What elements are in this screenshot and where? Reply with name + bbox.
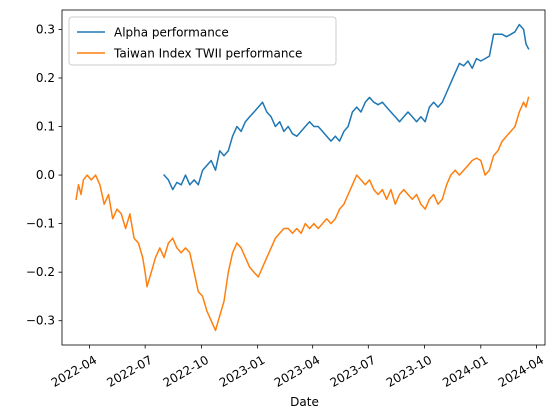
x-tick-label: 2024-01	[440, 353, 490, 390]
x-tick-label: 2023-10	[384, 353, 434, 390]
y-tick-label: −0.1	[26, 217, 55, 231]
y-tick-label: 0.3	[36, 22, 55, 36]
x-tick-label: 2022-07	[104, 353, 154, 390]
legend-entry-label: Taiwan Index TWII performance	[113, 47, 302, 61]
plot-frame	[61, 9, 546, 346]
x-tick-label: 2023-04	[272, 353, 322, 390]
x-tick-label: 2022-10	[161, 353, 211, 390]
y-tick-label: −0.2	[26, 265, 55, 279]
x-tick-label: 2023-07	[328, 353, 378, 390]
legend-box	[68, 16, 337, 66]
series-line-alpha	[163, 23, 530, 191]
y-tick-label: 0.2	[36, 71, 55, 85]
series-line-twii	[75, 96, 530, 332]
y-tick-label: 0.0	[36, 168, 55, 182]
y-tick-label: −0.3	[26, 314, 55, 328]
x-tick-label: 2022-04	[49, 353, 99, 390]
y-tick-label: 0.1	[36, 120, 55, 134]
x-tick-label: 2023-01	[217, 353, 267, 390]
x-axis-label: Date	[290, 395, 319, 409]
legend-entry-label: Alpha performance	[114, 26, 229, 40]
legend: Alpha performance Taiwan Index TWII perfo…	[68, 16, 337, 66]
plot-lines	[75, 23, 530, 332]
x-tick-label: 2024-04	[496, 353, 546, 390]
